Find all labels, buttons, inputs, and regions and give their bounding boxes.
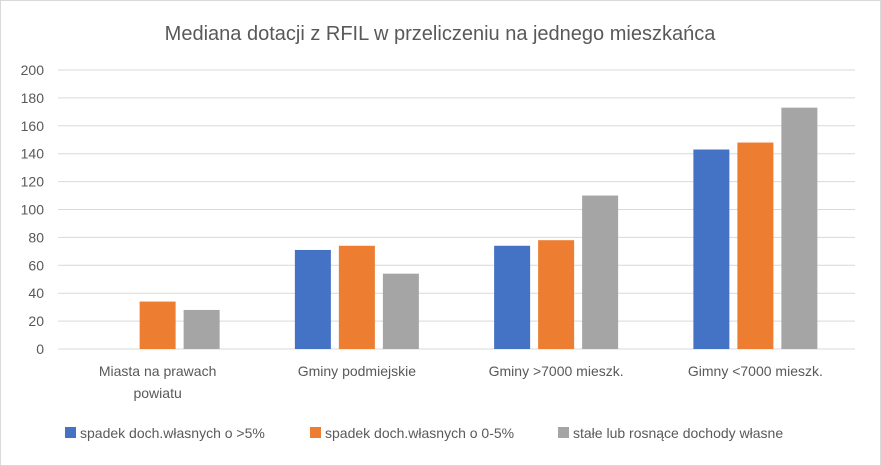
y-tick-label: 60 [28,257,44,273]
y-tick-label: 180 [21,90,45,106]
x-category-label: powiatu [133,385,181,401]
y-tick-label: 0 [36,341,44,357]
y-tick-label: 200 [21,62,45,78]
gridlines [58,69,855,350]
y-axis-ticks: 0 20 40 60 80 100 120 140 160 180 200 [21,62,45,357]
y-tick-label: 80 [28,229,44,245]
y-tick-label: 160 [21,118,45,134]
legend-label: stałe lub rosnące dochody własne [573,425,783,441]
legend-swatch [65,427,76,438]
y-tick-label: 100 [21,202,45,218]
x-category-label: Gimny <7000 mieszk. [688,363,823,379]
y-tick-label: 40 [28,285,44,301]
x-axis-categories: Miasta na prawach powiatu Gminy podmiejski… [99,363,823,401]
bar [183,309,220,349]
x-category-label: Gminy podmiejskie [298,363,416,379]
legend-label: spadek doch.własnych o >5% [80,425,265,441]
bar [737,142,774,349]
bar [494,245,531,349]
bar [338,245,375,349]
x-category-label: Miasta na prawach [99,363,217,379]
legend-label: spadek doch.własnych o 0-5% [325,425,514,441]
legend: spadek doch.własnych o >5% spadek doch.wł… [65,425,783,441]
bar [382,273,419,349]
chart-title: Mediana dotacji z RFIL w przeliczeniu na… [165,23,717,45]
y-tick-label: 20 [28,313,44,329]
bar [139,301,176,349]
legend-swatch [558,427,569,438]
bars [139,107,818,349]
bar [781,107,818,349]
y-tick-label: 120 [21,174,45,190]
bar [582,195,619,349]
bar [693,149,730,349]
x-category-label: Gminy >7000 mieszk. [489,363,624,379]
y-tick-label: 140 [21,146,45,162]
bar [538,240,575,349]
legend-swatch [310,427,321,438]
bar [294,249,331,349]
